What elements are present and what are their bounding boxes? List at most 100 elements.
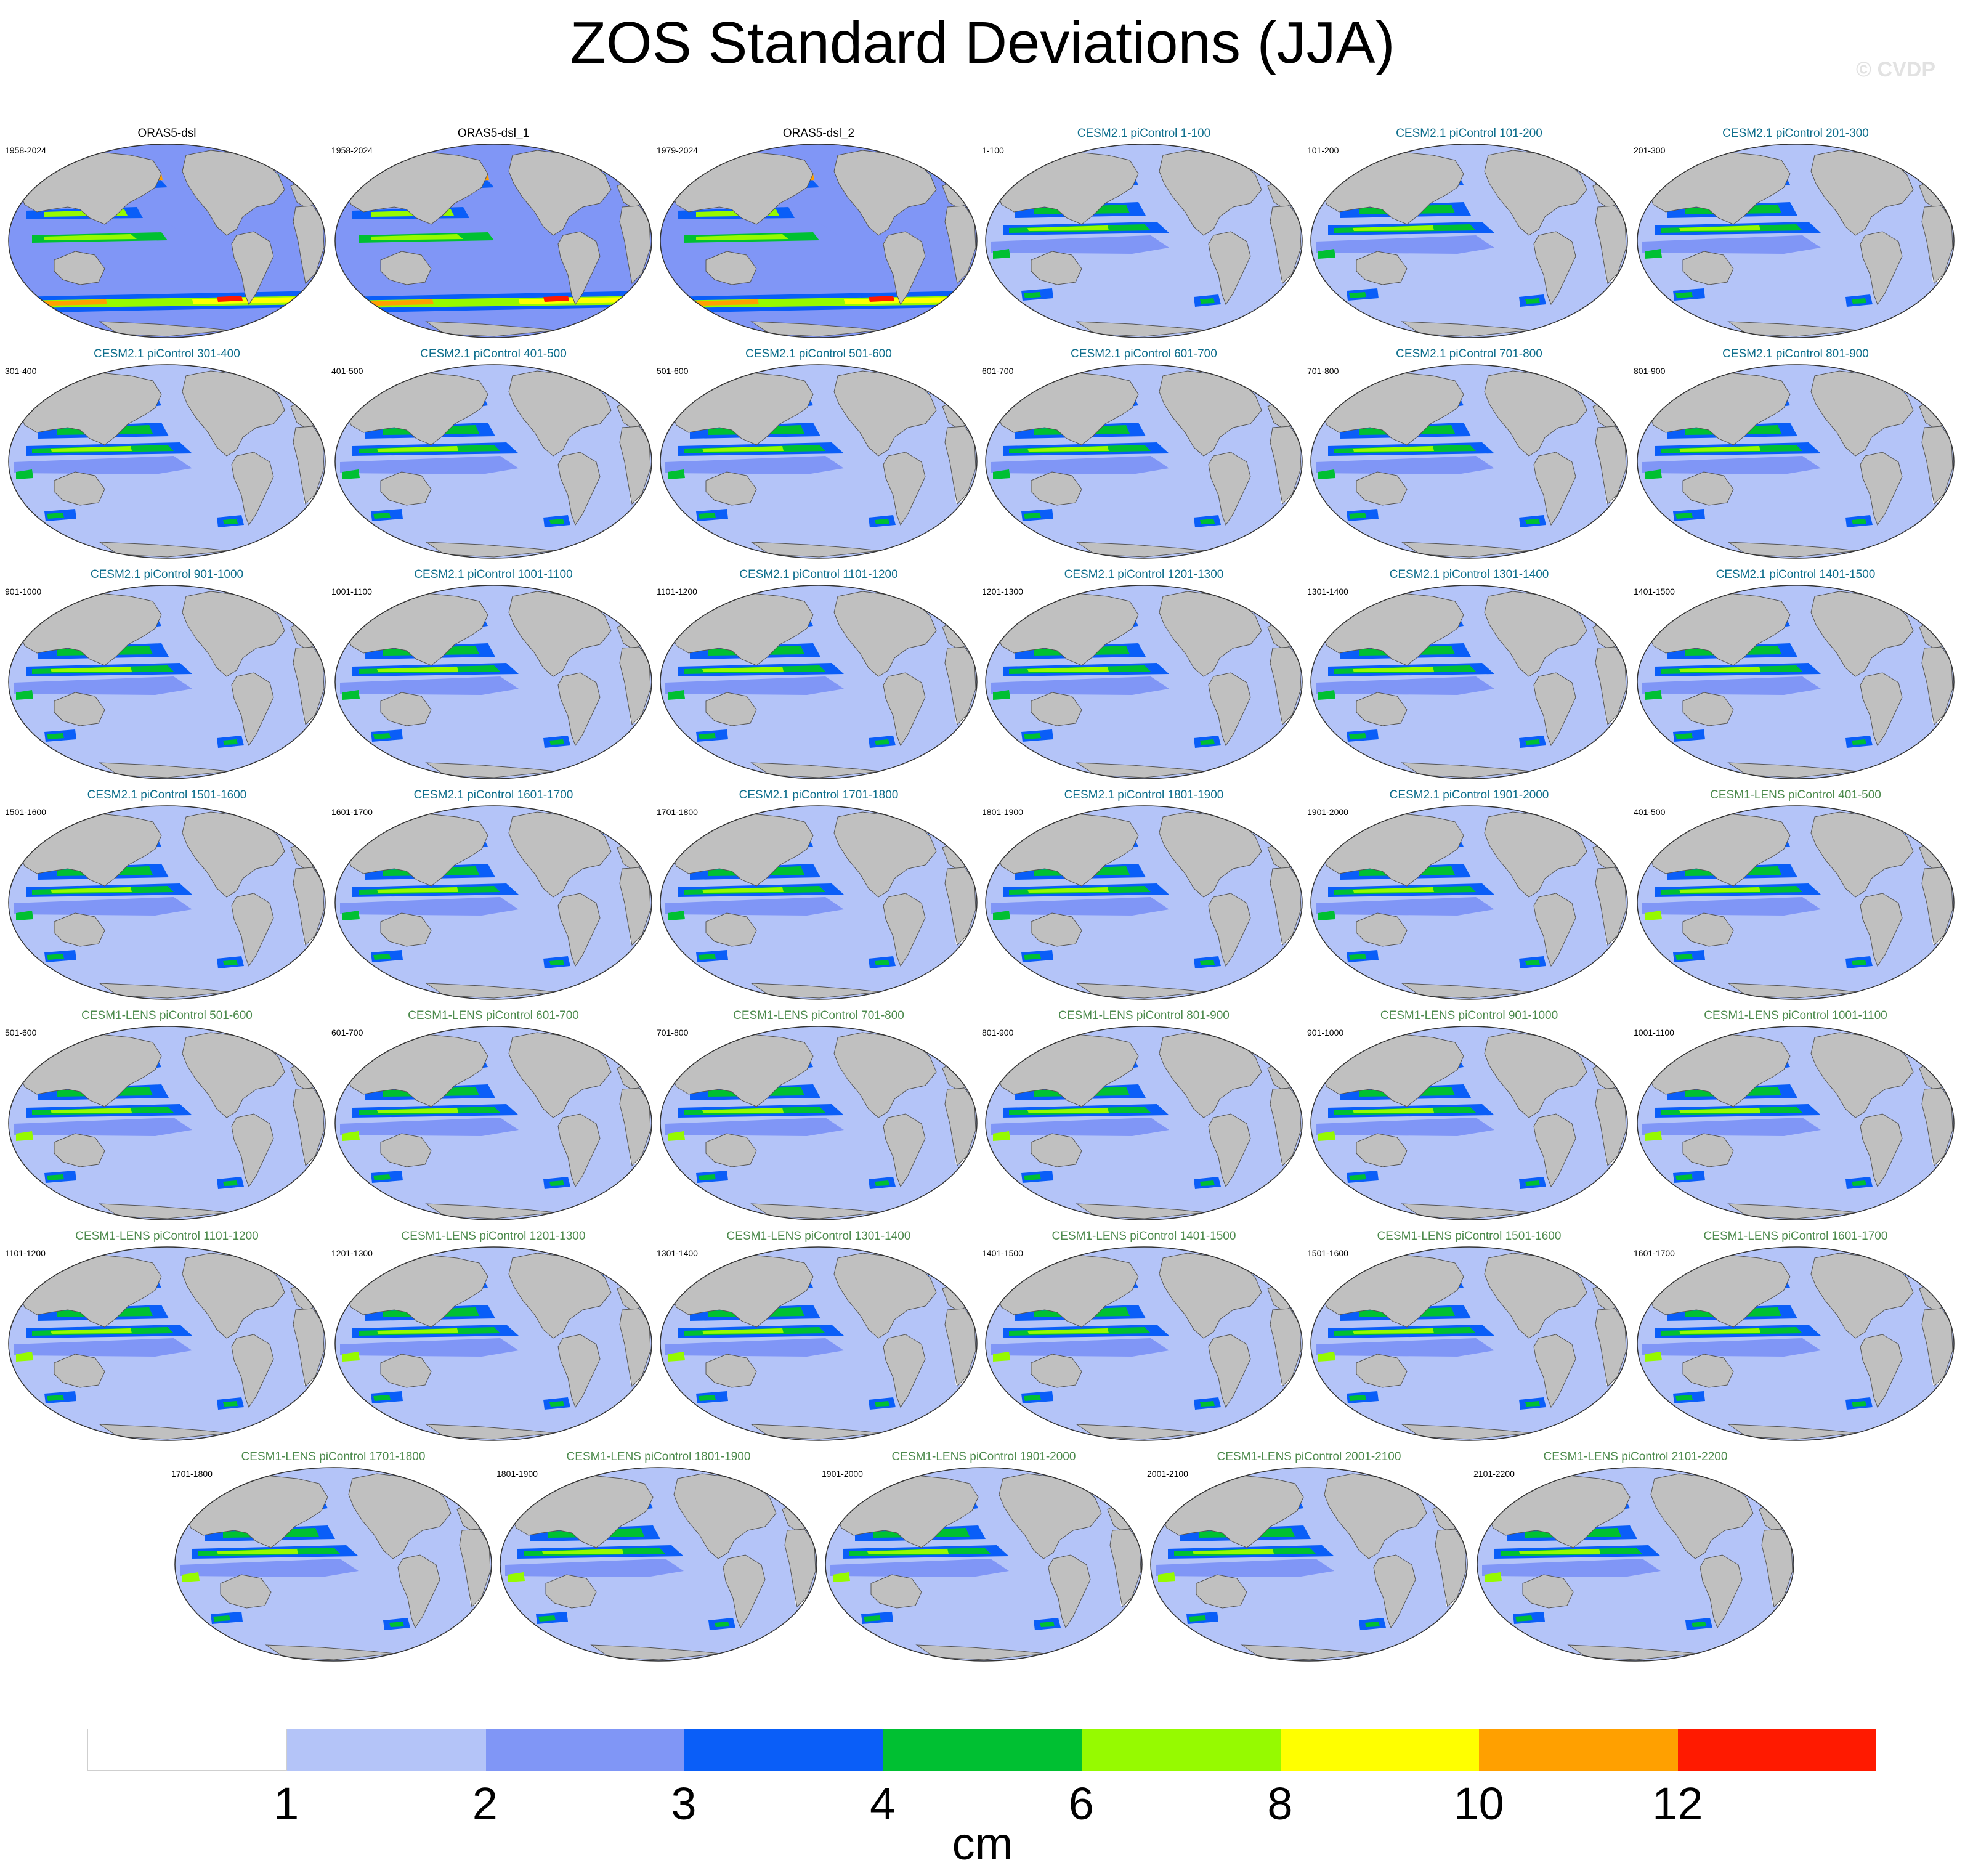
- panel-title: CESM2.1 piControl 1-100: [1077, 127, 1211, 140]
- std-dev-band: [51, 1328, 132, 1334]
- map-outline: [334, 1026, 652, 1220]
- map-panel: ORAS5-dsl_2 1979-2024: [657, 127, 981, 340]
- std-dev-band: [223, 519, 238, 524]
- land-mass: [1196, 1574, 1247, 1609]
- colorbar-tick: 1: [273, 1778, 299, 1829]
- map-outline: [1310, 1246, 1628, 1441]
- std-dev-band: [51, 446, 132, 452]
- std-dev-band: [1642, 1338, 1821, 1357]
- colorbar-swatch: [485, 1729, 685, 1771]
- panel-title: CESM1-LENS piControl 601-700: [408, 1009, 579, 1022]
- panel-years: 1301-1400: [1307, 587, 1348, 596]
- map-panel: ORAS5-dsl 1958-2024: [5, 127, 329, 340]
- map-panel-svg: [1637, 364, 1955, 559]
- std-dev-band: [549, 1401, 564, 1407]
- std-dev-band: [373, 954, 391, 960]
- land-mass: [1595, 426, 1627, 505]
- panel-years: 901-1000: [5, 587, 42, 596]
- map-outline: [1310, 585, 1628, 779]
- land-mass: [619, 1087, 651, 1167]
- land-mass: [1270, 1308, 1302, 1387]
- std-dev-band: [1318, 911, 1335, 920]
- land-mass: [1533, 1334, 1576, 1408]
- colorbar-swatch: [87, 1729, 288, 1771]
- std-dev-band: [699, 1174, 716, 1180]
- std-dev-band: [1200, 739, 1215, 745]
- map-outline: [660, 144, 978, 338]
- panel-title: ORAS5-dsl: [137, 127, 197, 140]
- map-outline: [1637, 144, 1955, 338]
- panel-years: 1601-1700: [331, 807, 373, 817]
- map-outline: [1310, 364, 1628, 559]
- map-outline: [660, 364, 978, 559]
- map-panel: CESM2.1 piControl 201-300 201-300: [1634, 127, 1958, 340]
- panel-years: 501-600: [657, 366, 689, 376]
- map-panel: CESM1-LENS piControl 1901-2000 1901-2000: [822, 1450, 1146, 1663]
- std-dev-band: [1024, 733, 1041, 739]
- std-dev-band: [1349, 1174, 1366, 1180]
- colorbar-swatch: [883, 1729, 1082, 1771]
- land-mass: [1921, 1308, 1953, 1387]
- std-dev-band: [182, 1572, 200, 1582]
- land-mass: [545, 1574, 597, 1609]
- std-dev-band: [47, 733, 64, 739]
- std-dev-band: [342, 911, 360, 920]
- land-mass: [1356, 1354, 1408, 1388]
- std-dev-band: [340, 1338, 519, 1357]
- panel-years: 1101-1200: [657, 587, 697, 596]
- std-dev-band: [1852, 960, 1866, 965]
- colorbar-tick: 4: [870, 1778, 896, 1829]
- land-mass: [1533, 893, 1576, 967]
- std-dev-band: [1645, 911, 1662, 920]
- colorbar-swatch: [287, 1729, 486, 1771]
- land-mass: [1860, 672, 1903, 747]
- panel-title: CESM1-LENS piControl 401-500: [1710, 789, 1881, 802]
- map-outline: [660, 585, 978, 779]
- land-mass: [54, 912, 105, 947]
- map-outline: [1310, 805, 1628, 1000]
- std-dev-band: [1525, 739, 1540, 745]
- colorbar: [87, 1729, 1876, 1771]
- land-mass: [870, 1574, 922, 1609]
- land-mass: [883, 893, 926, 967]
- land-mass: [1595, 205, 1627, 285]
- land-mass: [1208, 1113, 1251, 1188]
- std-dev-band: [44, 234, 137, 240]
- std-dev-band: [1200, 519, 1215, 524]
- map-panel: CESM1-LENS piControl 601-700 601-700: [331, 1009, 655, 1222]
- panel-title: CESM1-LENS piControl 901-1000: [1380, 1009, 1558, 1022]
- std-dev-band: [377, 667, 458, 672]
- land-mass: [557, 1113, 601, 1188]
- std-dev-band: [665, 897, 844, 916]
- panel-years: 1701-1800: [657, 807, 698, 817]
- land-mass: [1682, 251, 1734, 285]
- land-mass: [883, 231, 926, 306]
- land-mass: [944, 1308, 976, 1387]
- std-dev-band: [1852, 1180, 1866, 1186]
- land-mass: [705, 1133, 757, 1167]
- land-mass: [293, 646, 325, 726]
- land-mass: [231, 1113, 274, 1188]
- std-dev-band: [993, 690, 1010, 700]
- std-dev-band: [213, 1615, 230, 1622]
- std-dev-band: [1200, 298, 1215, 304]
- std-dev-band: [217, 1549, 298, 1554]
- std-dev-band: [875, 519, 889, 524]
- map-panel-svg: [8, 144, 326, 338]
- map-panel: CESM1-LENS piControl 1801-1900 1801-1900: [496, 1450, 820, 1663]
- map-outline: [985, 805, 1303, 1000]
- std-dev-band: [696, 234, 788, 240]
- panel-years: 1401-1500: [1634, 587, 1675, 596]
- std-dev-band: [505, 1559, 684, 1577]
- map-panel-svg: [660, 1246, 978, 1441]
- map-panel-svg: [8, 1026, 326, 1220]
- std-dev-band: [1679, 887, 1760, 893]
- std-dev-band: [991, 456, 1169, 474]
- std-dev-band: [1024, 513, 1041, 519]
- map-panel-svg: [1310, 1246, 1628, 1441]
- std-dev-band: [1349, 733, 1366, 739]
- land-mass: [231, 1334, 274, 1408]
- land-mass: [1270, 205, 1302, 285]
- land-mass: [1533, 1113, 1576, 1188]
- map-panel-svg: [985, 364, 1303, 559]
